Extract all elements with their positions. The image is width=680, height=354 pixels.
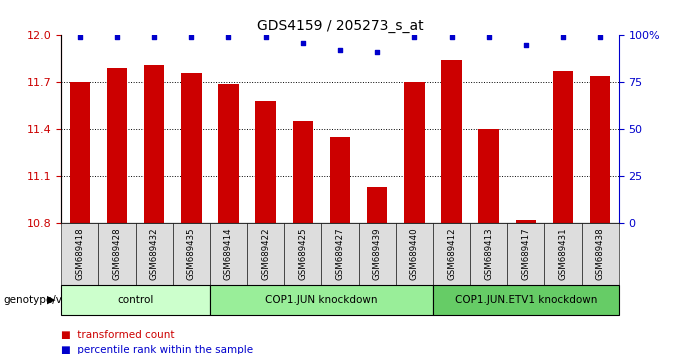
- Bar: [292, 121, 313, 223]
- Point: [372, 50, 383, 55]
- Bar: [441, 61, 462, 223]
- Text: GSM689435: GSM689435: [187, 228, 196, 280]
- Point: [149, 34, 160, 40]
- Point: [409, 34, 420, 40]
- Text: COP1.JUN knockdown: COP1.JUN knockdown: [265, 295, 377, 305]
- Point: [558, 34, 568, 40]
- Text: GSM689414: GSM689414: [224, 228, 233, 280]
- Bar: [181, 73, 201, 223]
- Text: genotype/variation: genotype/variation: [3, 295, 103, 305]
- Bar: [256, 101, 276, 223]
- Text: GSM689427: GSM689427: [335, 228, 345, 280]
- Text: GSM689431: GSM689431: [558, 228, 568, 280]
- Text: GSM689418: GSM689418: [75, 228, 84, 280]
- Bar: [330, 137, 350, 223]
- Text: GSM689439: GSM689439: [373, 228, 381, 280]
- Bar: [515, 220, 536, 223]
- Point: [335, 47, 345, 53]
- Bar: [404, 82, 424, 223]
- Point: [223, 34, 234, 40]
- Point: [74, 34, 85, 40]
- Text: GSM689422: GSM689422: [261, 228, 270, 280]
- Text: ■  percentile rank within the sample: ■ percentile rank within the sample: [61, 346, 254, 354]
- Text: GSM689425: GSM689425: [299, 228, 307, 280]
- Text: ▶: ▶: [47, 295, 55, 305]
- Text: GSM689440: GSM689440: [410, 228, 419, 280]
- Text: GSM689432: GSM689432: [150, 228, 158, 280]
- Text: ■  transformed count: ■ transformed count: [61, 330, 175, 339]
- Text: GSM689412: GSM689412: [447, 228, 456, 280]
- Point: [595, 34, 606, 40]
- Title: GDS4159 / 205273_s_at: GDS4159 / 205273_s_at: [256, 19, 424, 33]
- Text: control: control: [118, 295, 154, 305]
- Bar: [144, 65, 165, 223]
- Bar: [553, 72, 573, 223]
- Bar: [107, 68, 127, 223]
- Point: [483, 34, 494, 40]
- Bar: [590, 76, 611, 223]
- Bar: [479, 129, 499, 223]
- Bar: [69, 82, 90, 223]
- Point: [260, 34, 271, 40]
- Bar: [367, 187, 388, 223]
- Point: [520, 42, 531, 47]
- Point: [186, 34, 197, 40]
- Bar: [218, 84, 239, 223]
- Text: GSM689413: GSM689413: [484, 228, 493, 280]
- Point: [446, 34, 457, 40]
- Point: [297, 40, 308, 46]
- Text: GSM689417: GSM689417: [522, 228, 530, 280]
- Text: GSM689438: GSM689438: [596, 228, 605, 280]
- Text: GSM689428: GSM689428: [112, 228, 122, 280]
- Point: [112, 34, 122, 40]
- Text: COP1.JUN.ETV1 knockdown: COP1.JUN.ETV1 knockdown: [455, 295, 597, 305]
